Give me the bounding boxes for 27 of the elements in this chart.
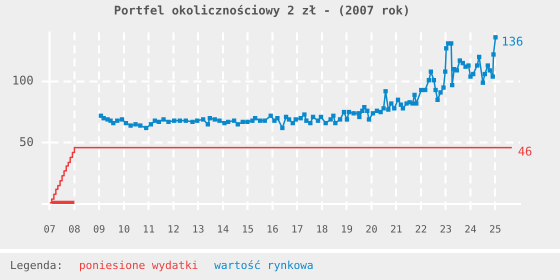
text: poniesione wydatki xyxy=(78,259,198,272)
x-tick-label: 10 xyxy=(118,224,130,236)
x-tick-label: 07 xyxy=(44,224,56,236)
chart-title: Portfel okolicznościowy 2 zł - (2007 rok) xyxy=(114,3,410,18)
data-label: 46 xyxy=(518,144,532,159)
y-tick-label: 50 xyxy=(19,134,34,149)
x-tick-label: 12 xyxy=(167,224,180,236)
x-tick-label: 17 xyxy=(291,224,304,236)
x-tick-label: 20 xyxy=(365,224,378,236)
y-tick-label: 100 xyxy=(12,74,34,88)
x-tick-label: 25 xyxy=(489,224,502,236)
x-tick-label: 18 xyxy=(316,224,328,236)
x-tick-label: 09 xyxy=(93,224,106,236)
x-tick-label: 13 xyxy=(192,224,204,236)
x-tick-label: 15 xyxy=(242,224,254,236)
x-tick-label: 22 xyxy=(414,224,428,236)
legend-title: Legenda: xyxy=(10,259,63,272)
data-label: 136 xyxy=(501,34,524,48)
x-tick-label: 14 xyxy=(216,224,229,236)
x-tick-label: 23 xyxy=(440,224,452,236)
x-tick-label: 19 xyxy=(340,224,353,236)
x-tick-label: 21 xyxy=(390,224,402,236)
x-tick-label: 24 xyxy=(464,224,477,236)
x-tick-label: 16 xyxy=(266,224,278,236)
x-tick-label: 08 xyxy=(68,224,80,236)
text: wartość rynkowa xyxy=(214,259,314,272)
x-tick-label: 11 xyxy=(142,224,155,236)
